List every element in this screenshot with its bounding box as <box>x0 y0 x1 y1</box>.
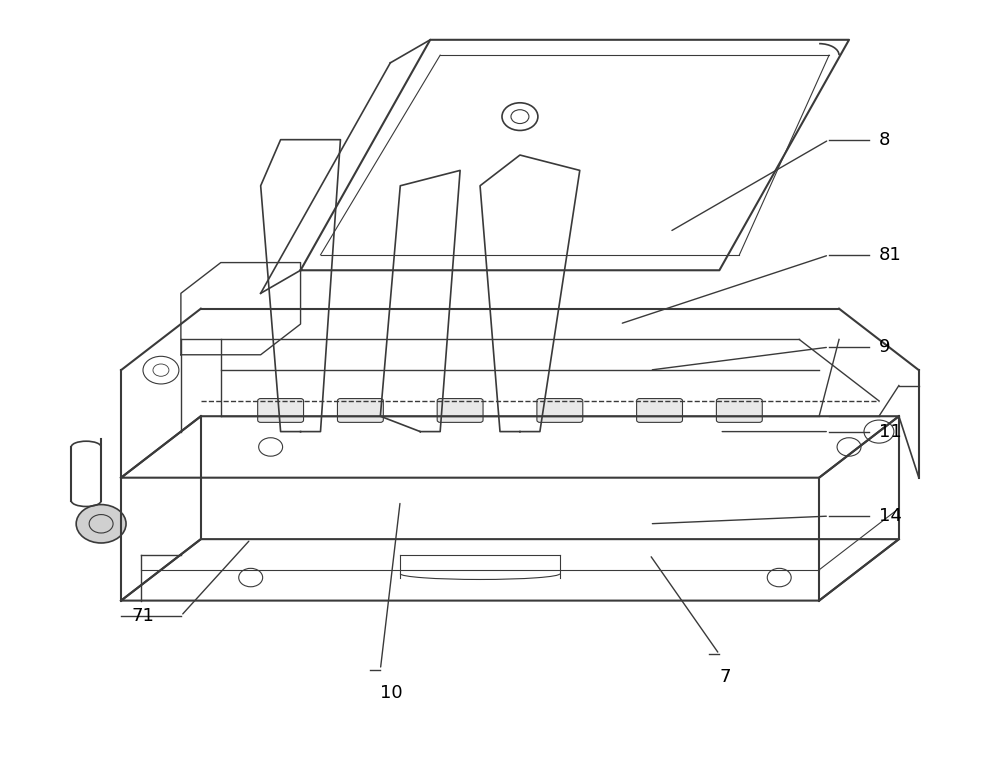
Text: 11: 11 <box>879 423 902 440</box>
FancyBboxPatch shape <box>716 399 762 423</box>
Text: 8: 8 <box>879 130 890 149</box>
FancyBboxPatch shape <box>437 399 483 423</box>
Text: 9: 9 <box>879 338 890 356</box>
Text: 81: 81 <box>879 246 902 264</box>
Text: 7: 7 <box>719 668 731 686</box>
Text: 10: 10 <box>380 684 403 702</box>
FancyBboxPatch shape <box>637 399 682 423</box>
Circle shape <box>76 504 126 543</box>
FancyBboxPatch shape <box>537 399 583 423</box>
FancyBboxPatch shape <box>258 399 304 423</box>
Text: 14: 14 <box>879 507 902 525</box>
FancyBboxPatch shape <box>337 399 383 423</box>
Text: 71: 71 <box>131 607 154 625</box>
